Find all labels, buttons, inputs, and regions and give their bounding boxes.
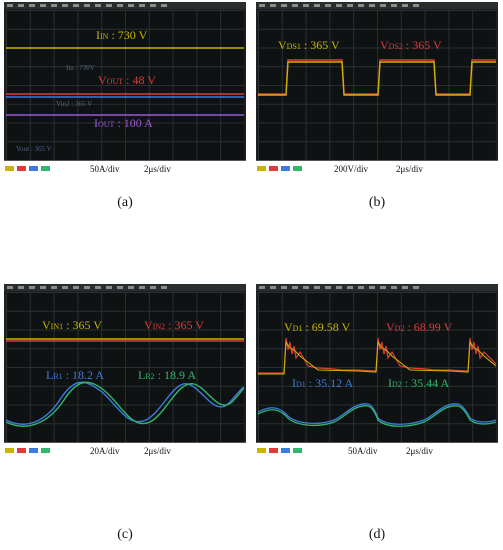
scope-menu-bar (4, 2, 246, 9)
waveform-traces (258, 337, 496, 427)
channel-indicators (257, 162, 347, 177)
scope-grid (6, 10, 244, 160)
channel-indicators (5, 444, 95, 459)
label-id2: ID2 : 35.44 A (388, 376, 450, 390)
label-vout: VOUT : 48 V (98, 73, 156, 87)
scope-panel-b: VDS1 : 365 V VDS2 : 365 V 200V/div 2μs/d… (256, 2, 498, 214)
label-iout: IOUT : 100 A (94, 116, 153, 130)
vertical-scale: 50A/div (348, 446, 378, 456)
label-vds1: VDS1 : 365 V (278, 38, 340, 52)
oscilloscope-screen: VIN1 : 365 V VIN2 : 365 V LR1 : 18.2 A L… (4, 284, 246, 460)
channel-indicators (257, 444, 347, 459)
time-scale: 2μs/div (144, 446, 171, 456)
scope-panel-c: VIN1 : 365 V VIN2 : 365 V LR1 : 18.2 A L… (4, 284, 246, 542)
label-vd2: VD2 : 68.99 V (386, 320, 453, 334)
vertical-scale: 200V/div (334, 164, 369, 174)
waveform-traces (6, 338, 244, 427)
label-vin2: VIN2 : 365 V (144, 318, 204, 332)
scope-status-bar: 50A/div 2μs/div (256, 442, 498, 460)
caption-a: (a) (117, 195, 133, 210)
label-vds2: VDS2 : 365 V (380, 38, 442, 52)
oscilloscope-screen: Iin : 730V Vin2 : 365 V Vout : 365 V IIN… (4, 2, 246, 178)
scope-panel-a: Iin : 730V Vin2 : 365 V Vout : 365 V IIN… (4, 2, 246, 214)
vertical-scale: 20A/div (90, 446, 120, 456)
scope-status-bar: 50A/div 2μs/div (4, 160, 246, 178)
time-scale: 2μs/div (144, 164, 171, 174)
scope-grid (258, 10, 496, 160)
caption-b: (b) (368, 195, 386, 210)
time-scale: 2μs/div (396, 164, 423, 174)
scope-menu-bar (4, 284, 246, 291)
scope-status-bar: 200V/div 2μs/div (256, 160, 498, 178)
scope-status-bar: 20A/div 2μs/div (4, 442, 246, 460)
time-scale: 2μs/div (406, 446, 433, 456)
scope-menu-bar (256, 284, 498, 291)
scope-grid (6, 292, 244, 442)
oscilloscope-screen: VD1 : 69.58 V VD2 : 68.99 V ID1 : 35.12 … (256, 284, 498, 460)
scope-panel-d: VD1 : 69.58 V VD2 : 68.99 V ID1 : 35.12 … (256, 284, 498, 542)
label-vin1: VIN1 : 365 V (42, 318, 102, 332)
caption-d: (d) (368, 527, 386, 542)
waveform-traces (258, 59, 496, 96)
caption-c: (c) (117, 527, 133, 542)
label-lr2: LR2 : 18.9 A (138, 368, 197, 382)
vertical-scale: 50A/div (90, 164, 120, 174)
waveform-traces (6, 47, 244, 116)
channel-indicators (5, 162, 95, 177)
label-vd1: VD1 : 69.58 V (284, 320, 351, 334)
label-id1: ID1 : 35.12 A (292, 376, 354, 390)
label-lr1: LR1 : 18.2 A (46, 368, 105, 382)
oscilloscope-screen: VDS1 : 365 V VDS2 : 365 V 200V/div 2μs/d… (256, 2, 498, 178)
label-iin: IIN : 730 V (96, 28, 148, 42)
scope-menu-bar (256, 2, 498, 9)
